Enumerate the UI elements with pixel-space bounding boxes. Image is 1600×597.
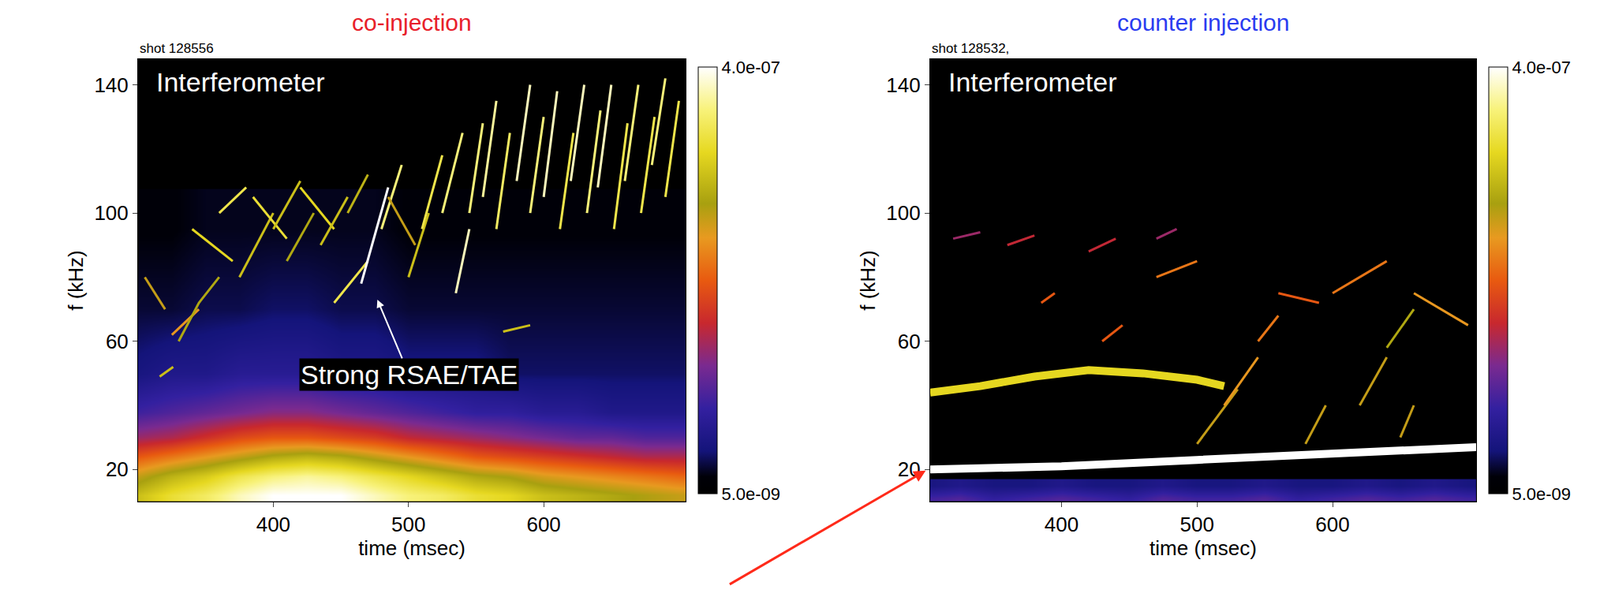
svg-text:400: 400 [1044,512,1079,537]
svg-text:100: 100 [885,201,920,225]
svg-text:140: 140 [885,73,920,98]
svg-text:f (kHz): f (kHz) [63,250,88,311]
svg-text:500: 500 [1180,512,1215,537]
svg-text:60: 60 [105,329,129,354]
svg-text:counter injection: counter injection [1117,9,1290,36]
svg-text:Strong RSAE/TAE: Strong RSAE/TAE [300,359,518,390]
svg-text:Interferometer: Interferometer [948,67,1118,98]
svg-text:time (msec): time (msec) [1149,536,1257,561]
svg-text:4.0e-07: 4.0e-07 [1511,57,1571,78]
svg-text:100: 100 [93,201,128,225]
svg-text:shot 128556: shot 128556 [139,41,214,57]
svg-text:shot 128532,: shot 128532, [931,41,1010,57]
svg-text:140: 140 [93,73,128,98]
svg-text:600: 600 [1315,512,1350,537]
svg-text:f (kHz): f (kHz) [856,250,880,311]
svg-text:60: 60 [897,329,921,354]
svg-text:400: 400 [256,512,291,537]
svg-text:co-injection: co-injection [351,9,472,36]
svg-text:Interferometer: Interferometer [156,67,326,98]
svg-text:time (msec): time (msec) [358,536,466,561]
svg-text:500: 500 [391,512,426,537]
svg-text:20: 20 [105,457,129,482]
svg-text:20: 20 [897,457,921,482]
svg-text:5.0e-09: 5.0e-09 [721,484,781,505]
svg-text:600: 600 [526,512,561,537]
svg-text:4.0e-07: 4.0e-07 [721,57,781,78]
svg-text:5.0e-09: 5.0e-09 [1511,484,1571,505]
